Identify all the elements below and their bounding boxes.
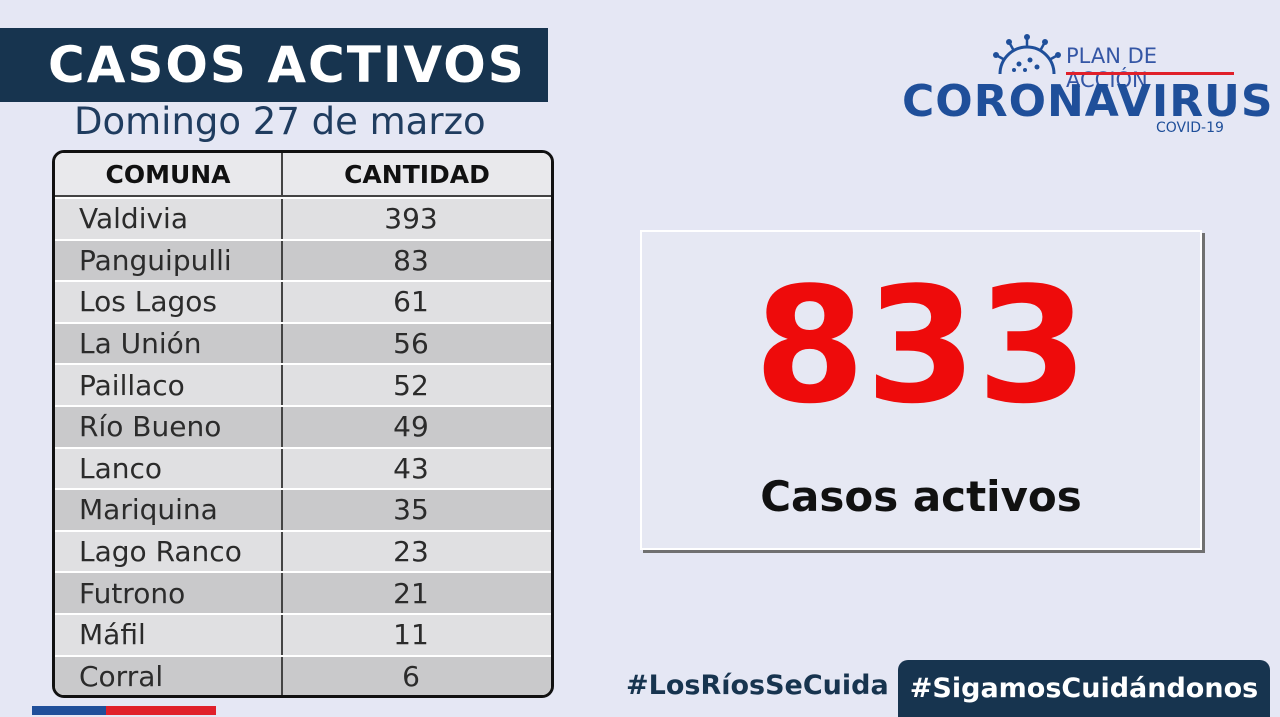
logo-covid-text: COVID-19 — [1156, 120, 1224, 136]
logo-red-underline — [1066, 72, 1234, 75]
comuna-cell: Paillaco — [55, 365, 283, 405]
table-row: Lago Ranco 23 — [55, 529, 551, 572]
virus-icon — [993, 34, 1061, 75]
total-cases-label: Casos activos — [760, 472, 1082, 521]
cantidad-cell: 11 — [283, 614, 551, 655]
hashtag-los-rios: #LosRíosSeCuida — [626, 670, 889, 701]
cantidad-cell: 56 — [283, 323, 551, 364]
table-row: Máfil 11 — [55, 612, 551, 655]
comuna-cell: Máfil — [55, 614, 283, 655]
column-header-cantidad: CANTIDAD — [344, 159, 490, 189]
cantidad-cell: 49 — [283, 406, 551, 447]
table-header: COMUNA CANTIDAD — [55, 153, 551, 197]
coronavirus-plan-logo: PLAN DE ACCIÓN CORONAVIRUS COVID-19 — [900, 34, 1273, 144]
hashtag-sigamos-banner: #SigamosCuidándonos — [898, 660, 1270, 717]
comuna-cell: Río Bueno — [55, 406, 283, 447]
footer-stripe-red — [106, 706, 216, 715]
comuna-cell: Lanco — [55, 448, 283, 489]
comuna-cell: Mariquina — [55, 490, 283, 530]
table-row: Los Lagos 61 — [55, 280, 551, 322]
cantidad-cell: 35 — [283, 490, 551, 530]
column-header-comuna: COMUNA — [55, 153, 283, 195]
table-row: Mariquina 35 — [55, 488, 551, 530]
table-row: Lanco 43 — [55, 446, 551, 489]
cantidad-cell: 23 — [283, 531, 551, 572]
cantidad-cell: 43 — [283, 448, 551, 489]
comuna-cell: La Unión — [55, 323, 283, 364]
cantidad-cell: 6 — [283, 656, 551, 695]
cantidad-cell: 83 — [283, 240, 551, 281]
logo-coronavirus-text: CORONAVIRUS — [902, 76, 1274, 127]
table-row: Panguipulli 83 — [55, 238, 551, 281]
comuna-cell: Corral — [55, 656, 283, 695]
table-row: Río Bueno 49 — [55, 404, 551, 447]
cases-table: COMUNA CANTIDAD Valdivia 393 Panguipulli 8… — [52, 150, 554, 698]
comuna-cell: Futrono — [55, 573, 283, 613]
comuna-cell: Panguipulli — [55, 240, 283, 281]
page-title-banner: CASOS ACTIVOS — [0, 28, 548, 102]
table-row: Corral 6 — [55, 654, 551, 695]
cantidad-cell: 21 — [283, 573, 551, 613]
cantidad-cell: 393 — [283, 199, 551, 239]
comuna-cell: Lago Ranco — [55, 531, 283, 572]
cantidad-cell: 52 — [283, 365, 551, 405]
comuna-cell: Valdivia — [55, 199, 283, 239]
table-body: Valdivia 393 Panguipulli 83 Los Lagos 61 La… — [55, 197, 551, 695]
hashtag-sigamos: #SigamosCuidándonos — [909, 673, 1259, 704]
footer-stripe-blue — [32, 706, 106, 715]
page-title: CASOS ACTIVOS — [48, 36, 526, 94]
page-subtitle-date: Domingo 27 de marzo — [74, 100, 486, 143]
table-row: Valdivia 393 — [55, 197, 551, 239]
table-row: La Unión 56 — [55, 321, 551, 364]
table-row: Futrono 21 — [55, 571, 551, 613]
cantidad-cell: 61 — [283, 282, 551, 322]
table-row: Paillaco 52 — [55, 363, 551, 405]
total-cases-number: 833 — [754, 252, 1088, 439]
total-cases-box: 833 Casos activos — [640, 230, 1202, 550]
comuna-cell: Los Lagos — [55, 282, 283, 322]
